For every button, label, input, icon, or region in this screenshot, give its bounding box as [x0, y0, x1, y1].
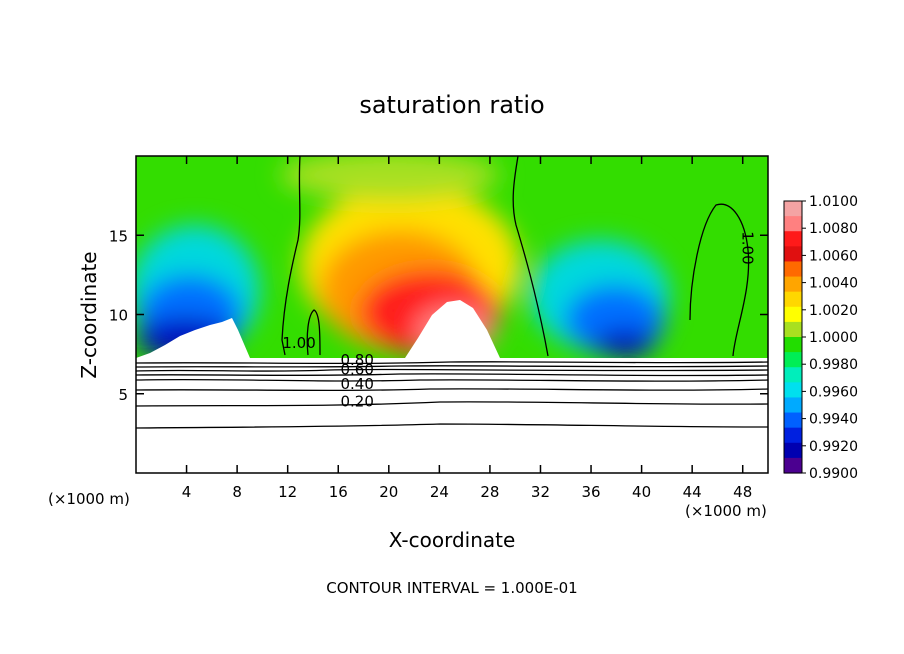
contour-ground-3	[136, 368, 768, 372]
contour-1-00-right	[689, 203, 750, 357]
contour-ground-6	[136, 388, 768, 392]
colorbar-swatch	[784, 367, 802, 383]
contour-label: 0.60	[340, 361, 373, 379]
heatmap-field	[136, 156, 768, 473]
x-tick-label: 40	[632, 483, 651, 501]
colorbar-label: 1.0060	[809, 248, 858, 264]
plot-area: 1.000.800.600.400.201.00 4 8 12 16 20 24 28 32 3…	[109, 155, 769, 501]
contour-label: 0.40	[340, 375, 373, 393]
x-tick-label: 32	[531, 483, 550, 501]
contour-lines	[136, 156, 768, 429]
ground-mask	[136, 300, 768, 473]
contour-label: 1.00	[282, 334, 315, 352]
contour-ground-2	[136, 365, 768, 368]
colorbar-label: 1.0080	[809, 221, 858, 237]
contour-ground-8	[136, 423, 768, 429]
x-tick-label: 20	[379, 483, 398, 501]
contour-1-00-loop	[306, 309, 321, 356]
chart-title: saturation ratio	[359, 91, 544, 119]
colorbar-swatch	[784, 397, 802, 414]
x-unit-left: (×1000 m)	[48, 490, 130, 508]
colorbar: 1.0100 1.0080 1.0060 1.0040 1.0020 1.0000 0.99…	[783, 194, 858, 482]
x-tick-label: 12	[278, 483, 297, 501]
x-unit-right: (×1000 m)	[685, 502, 767, 520]
x-tick-label: 36	[581, 483, 600, 501]
colorbar-swatch	[784, 201, 802, 217]
colorbar-swatch	[784, 306, 802, 323]
y-axis-label: Z-coordinate	[77, 251, 101, 378]
colorbar-label: 0.9940	[809, 412, 858, 428]
colorbar-swatch	[784, 337, 802, 353]
x-tick-label: 28	[480, 483, 499, 501]
x-axis-label: X-coordinate	[389, 528, 516, 552]
contour-ground-4	[136, 373, 768, 377]
blob-navy-right	[595, 329, 655, 357]
y-axis-ticks: 5 10 15	[109, 227, 768, 404]
contour-label: 0.20	[340, 392, 373, 410]
x-axis-ticks: 4 8 12 16 20 24 28 32 36 40 44 48	[182, 156, 752, 501]
colorbar-label: 0.9900	[809, 466, 858, 482]
contour-ground-1	[136, 361, 768, 365]
colorbar-label: 0.9960	[809, 384, 858, 400]
x-tick-label: 48	[733, 483, 752, 501]
ground-band	[136, 358, 768, 473]
x-tick-label: 8	[232, 483, 242, 501]
terrain-center	[405, 300, 500, 358]
contour-interval-note: CONTOUR INTERVAL = 1.000E-01	[326, 579, 577, 597]
colorbar-swatch	[784, 321, 802, 338]
x-tick-label: 16	[329, 483, 348, 501]
colorbar-swatch	[784, 412, 802, 429]
colorbar-label: 1.0040	[809, 276, 858, 292]
colorbar-swatch	[784, 231, 802, 247]
colorbar-swatch	[784, 246, 802, 263]
contour-labels: 1.00 0.800.600.400.20 1.00	[282, 231, 756, 410]
x-tick-label: 24	[430, 483, 449, 501]
colorbar-swatch	[784, 382, 802, 399]
colorbar-swatch	[784, 427, 802, 444]
contour-ground-7	[136, 401, 768, 407]
colorbar-label: 1.0000	[809, 330, 858, 346]
colorbar-label: 1.0020	[809, 303, 858, 319]
colorbar-swatch	[784, 261, 802, 278]
terrain-left	[136, 318, 250, 358]
contour-ground-5	[136, 378, 768, 382]
y-tick-label: 15	[109, 227, 128, 245]
contour-1-00-mid	[512, 156, 549, 357]
y-tick-label: 5	[118, 386, 128, 404]
colorbar-label: 0.9980	[809, 357, 858, 373]
colorbar-label: 1.0100	[809, 194, 858, 210]
colorbar-swatch	[784, 216, 802, 232]
colorbar-swatch	[784, 352, 802, 368]
x-tick-label: 4	[182, 483, 192, 501]
contour-1-00-left	[281, 156, 301, 356]
contour-label: 1.00	[739, 231, 757, 264]
x-tick-label: 44	[683, 483, 702, 501]
blob-lightgreen-top	[280, 156, 500, 200]
colorbar-swatch	[784, 291, 802, 308]
colorbar-label: 0.9920	[809, 439, 858, 455]
colorbar-swatch	[784, 276, 802, 293]
colorbar-swatch	[784, 442, 802, 459]
contour-label: 0.80	[340, 351, 373, 369]
y-tick-label: 10	[109, 307, 128, 325]
colorbar-swatch	[784, 457, 802, 474]
